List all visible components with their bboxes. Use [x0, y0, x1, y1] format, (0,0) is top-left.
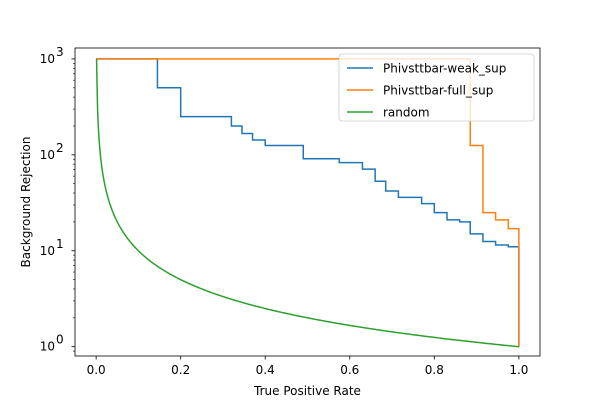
y-tick-exponent: 1 — [56, 237, 64, 251]
y-tick-label: 10 — [40, 148, 55, 162]
y-tick-exponent: 0 — [56, 333, 64, 347]
y-tick-exponent: 2 — [56, 141, 64, 155]
legend: Phivsttbar-weak_sup Phivsttbar-full_supra… — [338, 53, 535, 122]
x-tick-label: 0.6 — [340, 363, 359, 377]
x-tick-label: 0.2 — [171, 363, 190, 377]
x-axis-label: True Positive Rate — [253, 384, 361, 398]
x-tick-label: 1.0 — [509, 363, 528, 377]
y-tick-label: 10 — [40, 52, 55, 66]
legend-label-1: Phivsttbar-full_sup — [383, 84, 493, 98]
y-tick-label: 10 — [40, 340, 55, 354]
y-tick-exponent: 3 — [56, 45, 64, 59]
x-tick-label: 0.4 — [256, 363, 275, 377]
legend-label-2: random — [383, 106, 430, 120]
y-tick-label: 10 — [40, 244, 55, 258]
series-line-2 — [95, 58, 519, 348]
x-tick-label: 0.0 — [87, 363, 106, 377]
y-axis-label: Background Rejection — [19, 137, 33, 268]
axes-frame — [74, 47, 541, 357]
legend-box — [338, 53, 535, 122]
legend-label-0: Phivsttbar-weak_sup — [383, 62, 506, 76]
series-line-0 — [96, 58, 520, 347]
x-tick-label: 0.8 — [425, 363, 444, 377]
